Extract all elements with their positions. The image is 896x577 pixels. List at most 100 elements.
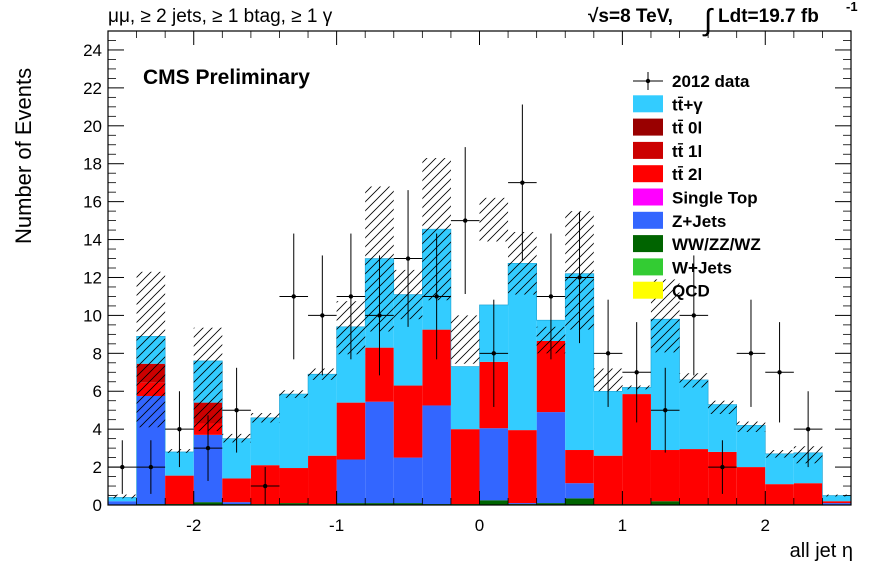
- bar-segment: [650, 450, 680, 502]
- data-marker: [605, 351, 611, 356]
- legend-entry: QCD: [633, 281, 710, 301]
- uncertainty-bin: [765, 450, 794, 458]
- data-point: [793, 391, 823, 468]
- bar-segment: [336, 503, 366, 505]
- x-axis-label: all jet η: [790, 540, 853, 562]
- y-tick-label: 24: [83, 41, 102, 60]
- data-point: [536, 233, 566, 360]
- uncertainty-bin: [450, 315, 480, 364]
- bar-segment: [479, 428, 509, 501]
- legend-entry: 2012 data: [633, 72, 750, 91]
- y-axis-label: Number of Events: [11, 68, 36, 244]
- legend-swatch: [633, 165, 663, 183]
- legend-swatch: [633, 141, 663, 159]
- legend-swatch: [633, 118, 663, 136]
- channel-label: μμ, ≥ 2 jets, ≥ 1 btag, ≥ 1 γ: [108, 6, 333, 27]
- data-point: [165, 391, 194, 468]
- bar-segment: [679, 449, 709, 505]
- y-tick-label: 14: [83, 231, 102, 250]
- data-marker: [262, 483, 268, 489]
- uncertainty-bin: [250, 413, 280, 423]
- bar-segment: [822, 501, 851, 504]
- legend-label: Single Top: [672, 189, 758, 208]
- data-point: [679, 255, 709, 376]
- legend-label: W+Jets: [672, 258, 732, 277]
- bar-segment: [450, 429, 480, 505]
- bar-segment: [508, 430, 537, 504]
- data-marker: [691, 313, 697, 318]
- data-point: [222, 367, 251, 453]
- bar-segment: [565, 450, 594, 484]
- bar-segment: [336, 459, 366, 504]
- data-marker: [777, 370, 782, 375]
- legend-label: 2012 data: [672, 72, 750, 91]
- data-marker: [577, 275, 582, 280]
- data-point: [479, 299, 509, 407]
- data-point: [450, 147, 480, 295]
- data-point: [136, 440, 166, 494]
- data-marker: [148, 464, 154, 470]
- data-point: [422, 233, 451, 360]
- bar-segment: [536, 503, 566, 505]
- legend-entry: Z+Jets: [633, 211, 726, 231]
- bar-segment: [365, 401, 394, 504]
- data-marker: [177, 426, 182, 432]
- uncertainty-bin: [708, 400, 737, 414]
- data-point: [708, 440, 737, 494]
- data-marker: [348, 294, 354, 299]
- data-marker: [205, 445, 211, 451]
- bar-segment: [565, 483, 594, 499]
- legend-entry: tt̄+γ: [633, 95, 703, 114]
- energy-label: √s=8 TeV,: [588, 6, 673, 27]
- legend-entry: Single Top: [633, 188, 758, 208]
- x-tick-label: -2: [186, 516, 201, 535]
- x-tick-label: -1: [329, 516, 344, 535]
- bar-segment: [422, 405, 451, 505]
- data-marker: [491, 351, 496, 356]
- bar-segment: [393, 457, 423, 504]
- uncertainty-bin: [193, 327, 223, 432]
- bar-segment: [165, 475, 194, 505]
- bar-segment: [765, 484, 794, 505]
- data-marker: [805, 426, 811, 432]
- bar-segment: [765, 453, 794, 485]
- bar-segment: [479, 500, 509, 505]
- legend-entry: tt̄ 1l: [633, 141, 702, 161]
- x-tick-label: 0: [475, 516, 484, 535]
- legend-label: WW/ZZ/WZ: [672, 235, 761, 254]
- data-point: [736, 299, 766, 407]
- uncertainty-bin: [679, 373, 709, 388]
- data-marker: [291, 294, 296, 299]
- y-tick-label: 0: [93, 496, 102, 515]
- data-point: [336, 233, 366, 360]
- lumi-label: Ldt=19.7 fb: [718, 6, 819, 27]
- uncertainty-bin: [279, 390, 309, 398]
- y-tick-label: 6: [93, 382, 102, 401]
- bar-segment: [279, 468, 309, 504]
- cms-label: CMS Preliminary: [143, 66, 310, 89]
- bar-segment: [736, 425, 766, 468]
- data-point: [622, 322, 651, 423]
- legend-label: QCD: [672, 282, 710, 301]
- legend-swatch: [633, 188, 663, 206]
- bar-segment: [679, 379, 709, 450]
- bar-segment: [822, 503, 851, 505]
- bar-segment: [222, 502, 251, 505]
- data-point: [250, 467, 280, 505]
- data-marker: [405, 256, 411, 261]
- bar-segment: [193, 502, 223, 505]
- legend-label: tt̄ 0l: [672, 119, 702, 138]
- data-point: [393, 190, 423, 327]
- bar-segment: [450, 366, 480, 430]
- bar-segment: [108, 501, 137, 505]
- legend-label: tt̄ 2l: [672, 165, 702, 184]
- y-tick-label: 18: [83, 155, 102, 174]
- y-tick-label: 10: [83, 306, 102, 325]
- data-point: [593, 299, 623, 407]
- bar-segment: [336, 402, 366, 460]
- bar-segment: [222, 478, 251, 503]
- data-point: [308, 255, 337, 376]
- lumi-exponent: -1: [846, 0, 858, 14]
- legend-entry: WW/ZZ/WZ: [633, 235, 761, 254]
